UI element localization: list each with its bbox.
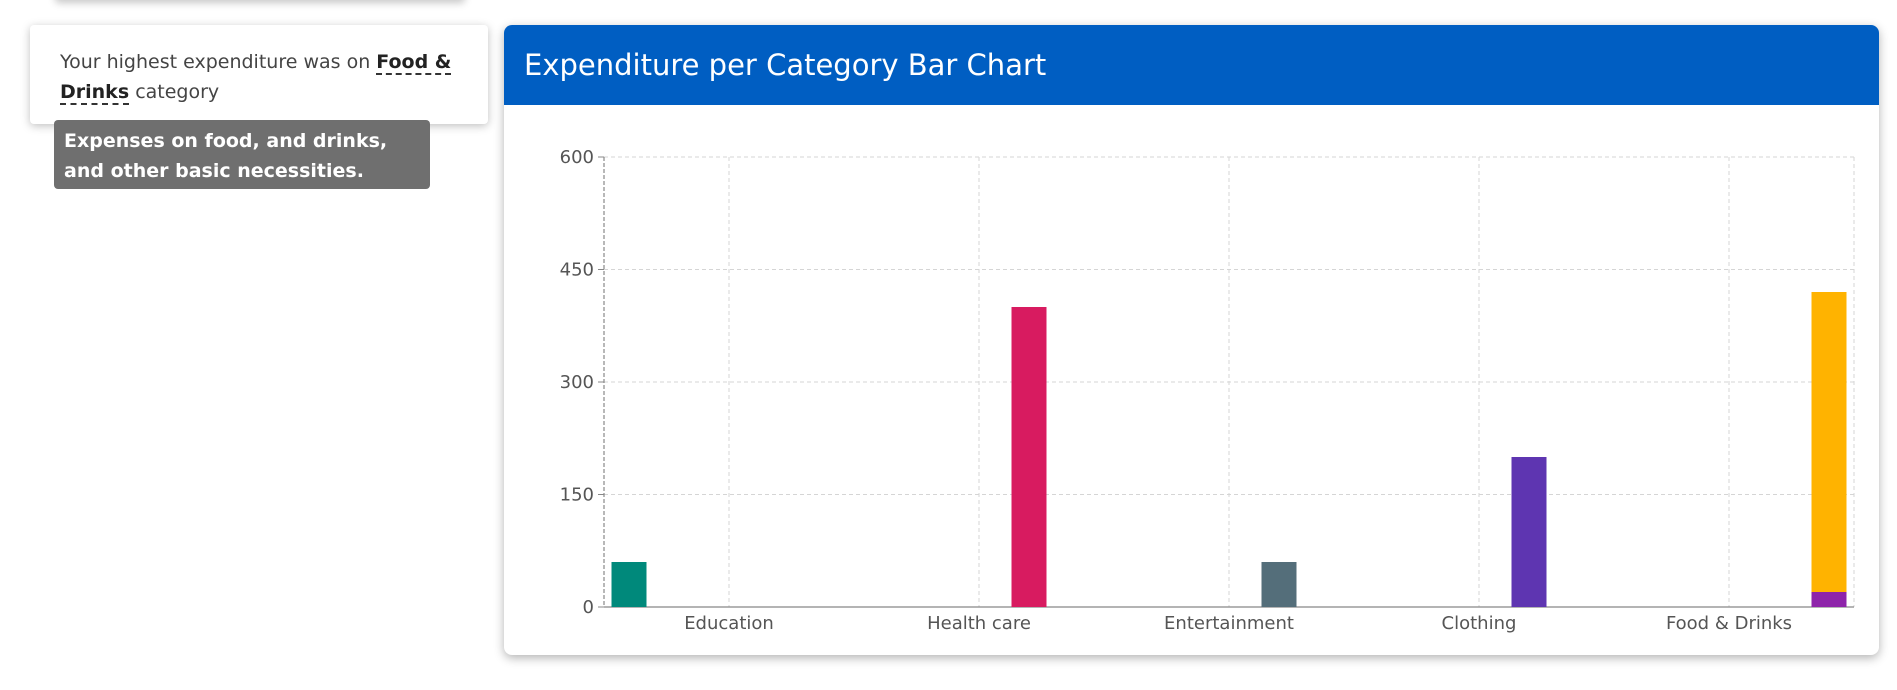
chart-title: Expenditure per Category Bar Chart xyxy=(504,25,1879,105)
bar xyxy=(1811,592,1847,607)
insight-highlight-link[interactable]: Food & Drinks xyxy=(60,51,452,105)
chart-card: Expenditure per Category Bar Chart 0 150 3… xyxy=(504,25,1879,655)
y-tick-label: 600 xyxy=(560,147,594,168)
bar xyxy=(1511,457,1547,607)
x-tick-label: Clothing xyxy=(1442,613,1517,634)
x-tick-label: Health care xyxy=(927,613,1031,634)
bar xyxy=(1261,562,1297,607)
y-tick-label: 150 xyxy=(560,485,594,506)
bar xyxy=(1011,307,1047,607)
y-tick-label: 450 xyxy=(560,260,594,281)
x-tick-label: Entertainment xyxy=(1164,613,1294,634)
y-tick-label: 0 xyxy=(583,597,594,618)
category-tooltip: Expenses on food, and drinks, and other … xyxy=(54,120,430,189)
y-tick-label: 300 xyxy=(560,372,594,393)
x-tick-label: Food & Drinks xyxy=(1666,613,1792,634)
bar xyxy=(1811,292,1847,592)
insight-prefix: Your highest expenditure was on xyxy=(60,51,371,73)
insight-card: Your highest expenditure was on Food & D… xyxy=(30,25,488,124)
x-tick-label: Education xyxy=(684,613,774,634)
insight-suffix: category xyxy=(135,81,220,103)
bar xyxy=(611,562,647,607)
bar-chart: 0 150 300 450 600 Education Health care Enterta… xyxy=(560,147,1855,634)
